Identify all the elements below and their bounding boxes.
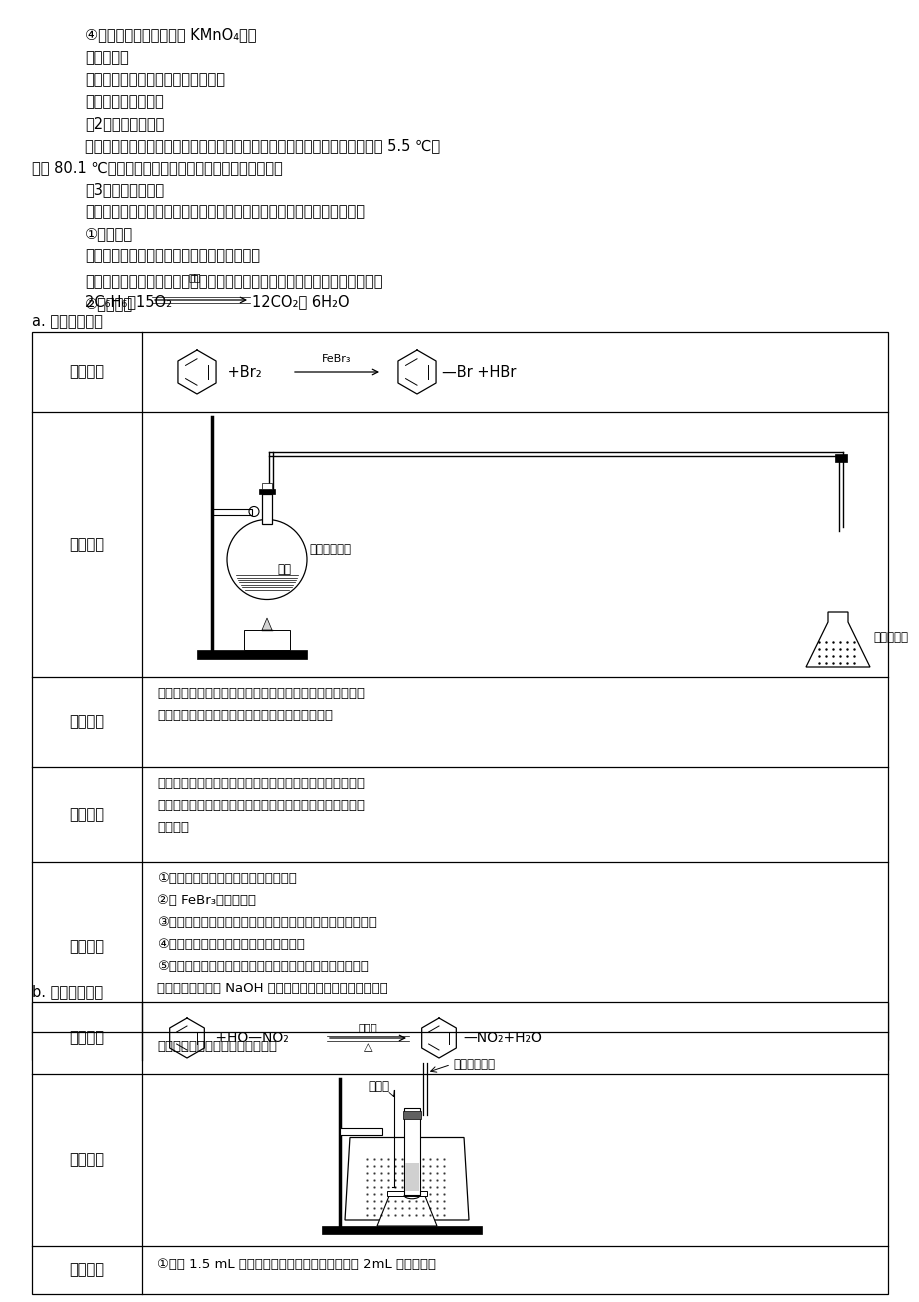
Bar xyxy=(262,483,272,488)
Text: 烧瓶底部有褐色不溶于水的液体生成，硝酸银溶液中生成浅: 烧瓶底部有褐色不溶于水的液体生成，硝酸银溶液中生成浅 xyxy=(157,799,365,812)
Bar xyxy=(403,1108,420,1195)
Bar xyxy=(197,650,307,659)
Text: 实验原理: 实验原理 xyxy=(70,365,105,379)
Text: 实验装置，并检验装置的气密性。把少量苯和液态溴放在烧: 实验装置，并检验装置的气密性。把少量苯和液态溴放在烧 xyxy=(157,687,365,700)
Text: （3）苯的化学性质: （3）苯的化学性质 xyxy=(85,182,164,197)
Bar xyxy=(834,453,846,461)
Bar xyxy=(211,509,252,514)
Text: （2）苯的物理性质: （2）苯的物理性质 xyxy=(85,116,165,132)
Text: 黄色沉淀: 黄色沉淀 xyxy=(157,822,188,835)
Text: 铁屑: 铁屑 xyxy=(277,562,290,575)
Text: 温度计: 温度计 xyxy=(368,1079,389,1092)
Bar xyxy=(340,1128,381,1135)
Text: ①先将 1.5 mL 浓硝酸注入大试管中，再慢慢注入 2mL 浓硫酸，并: ①先将 1.5 mL 浓硝酸注入大试管中，再慢慢注入 2mL 浓硫酸，并 xyxy=(157,1259,436,1272)
Text: 在通常情况下比较稳定，在一定条件下能发生氧化、加成、取代等反应。: 在通常情况下比较稳定，在一定条件下能发生氧化、加成、取代等反应。 xyxy=(85,204,365,219)
Text: 硝酸银溶液: 硝酸银溶液 xyxy=(872,630,907,643)
Bar xyxy=(32,332,887,1060)
Text: ①该反应要用纯溴，苯与溴水不反应；: ①该反应要用纯溴，苯与溴水不反应； xyxy=(157,872,297,885)
Text: 苯在空气中燃烧，火焰明亮并伴有浓烟产生。: 苯在空气中燃烧，火焰明亮并伴有浓烟产生。 xyxy=(85,247,260,263)
Bar xyxy=(244,630,289,650)
Text: 注意事项: 注意事项 xyxy=(70,940,105,954)
Text: 沸点 80.1 ℃；密度比水小，不溶于水，易溶于有机溶剖。: 沸点 80.1 ℃；密度比水小，不溶于水，易溶于有机溶剖。 xyxy=(32,160,282,174)
Text: 2C₆H₆＋15O₂: 2C₆H₆＋15O₂ xyxy=(85,294,176,309)
Bar xyxy=(32,1003,887,1294)
Bar xyxy=(259,488,275,493)
Text: ②取代反应: ②取代反应 xyxy=(85,296,133,311)
Text: 实验现象: 实验现象 xyxy=(70,807,105,822)
Text: 12CO₂＋ 6H₂O: 12CO₂＋ 6H₂O xyxy=(252,294,349,309)
Bar xyxy=(403,1111,421,1118)
Polygon shape xyxy=(805,612,869,667)
Circle shape xyxy=(227,519,307,599)
Text: 瓶里，同时加入少量铁粉，并用带导管的塞子塞紧: 瓶里，同时加入少量铁粉，并用带导管的塞子塞紧 xyxy=(157,710,333,723)
Text: ④长导管的作用是用于导气和冷凝回流；: ④长导管的作用是用于导气和冷凝回流； xyxy=(157,937,304,950)
Bar xyxy=(262,493,272,523)
Text: 但是，苯不能被高锶酸鑶酸性溶液氧化，即苯不能使高锶酸鑶酸性溶液褮色。: 但是，苯不能被高锶酸鑶酸性溶液氧化，即苯不能使高锶酸鑶酸性溶液褮色。 xyxy=(85,273,382,289)
Text: ⑤纯净的溴苯为无色液体，实验制得的溴苯中因为混有了溴: ⑤纯净的溴苯为无色液体，实验制得的溴苯中因为混有了溴 xyxy=(157,960,369,973)
Text: +Br₂: +Br₂ xyxy=(222,365,262,379)
Text: b. 苯的硝化反应: b. 苯的硝化反应 xyxy=(32,984,103,999)
Text: 单双键交替排列的。: 单双键交替排列的。 xyxy=(85,94,164,109)
Polygon shape xyxy=(345,1138,469,1220)
Text: 实验原理: 实验原理 xyxy=(70,1030,105,1046)
Text: +HO—NO₂: +HO—NO₂ xyxy=(210,1031,289,1046)
Text: ③溴化氢易溶于水，为防止倒吸，导管末端不能插入液面下；: ③溴化氢易溶于水，为防止倒吸，导管末端不能插入液面下； xyxy=(157,917,377,930)
Text: 实验步骤: 实验步骤 xyxy=(70,715,105,729)
Text: 溶液褮色。: 溶液褮色。 xyxy=(85,49,129,65)
Polygon shape xyxy=(377,1197,437,1226)
Bar xyxy=(387,1191,426,1197)
Text: 苯、溴混合液: 苯、溴混合液 xyxy=(309,543,351,556)
Bar xyxy=(322,1226,482,1234)
Text: a. 苯和渴的反应: a. 苯和渴的反应 xyxy=(32,314,103,329)
Text: 实验步骤: 实验步骤 xyxy=(70,1263,105,1277)
Text: 整个烧瓶充满红棕色气体，液体轻微翻腾，导管口有白雾，: 整个烧瓶充满红棕色气体，液体轻微翻腾，导管口有白雾， xyxy=(157,777,365,790)
Text: FeBr₃: FeBr₃ xyxy=(322,354,351,365)
Text: ②用 FeBr₃作催化剂；: ②用 FeBr₃作催化剂； xyxy=(157,894,255,907)
Bar xyxy=(404,1163,418,1191)
Text: —NO₂+H₂O: —NO₂+H₂O xyxy=(462,1031,541,1046)
Text: —Br +HBr: —Br +HBr xyxy=(441,365,516,379)
Text: 回流冷凝作用: 回流冷凝作用 xyxy=(452,1059,494,1072)
Text: ④从性质上看，苯不能使 KMnO₄酸性: ④从性质上看，苯不能使 KMnO₄酸性 xyxy=(85,27,256,42)
Text: ①氧化反应: ①氧化反应 xyxy=(85,227,133,241)
Text: △: △ xyxy=(363,1042,372,1052)
Text: 实验装置: 实验装置 xyxy=(70,1152,105,1168)
Text: 法除去溴苯中的溴，得到纯净溴苯: 法除去溴苯中的溴，得到纯净溴苯 xyxy=(157,1040,277,1053)
Text: 而显褐色，可以用 NaOH 溶液洗涤，再用分液漏斗分液的方: 而显褐色，可以用 NaOH 溶液洗涤，再用分液漏斗分液的方 xyxy=(157,982,387,995)
Text: 以上事实说明苯分子中的碳碳键不是: 以上事实说明苯分子中的碳碳键不是 xyxy=(85,72,225,87)
Text: 实验装置: 实验装置 xyxy=(70,536,105,552)
Text: 浓硫酸: 浓硫酸 xyxy=(358,1022,377,1032)
Polygon shape xyxy=(262,618,272,630)
Text: 点燃: 点燃 xyxy=(188,272,201,283)
Text: 苯是最简单的芳香烃。在常温下，苯是无色、有特殊气味的液体，有毒。熳点 5.5 ℃，: 苯是最简单的芳香烃。在常温下，苯是无色、有特殊气味的液体，有毒。熳点 5.5 ℃… xyxy=(85,138,439,154)
